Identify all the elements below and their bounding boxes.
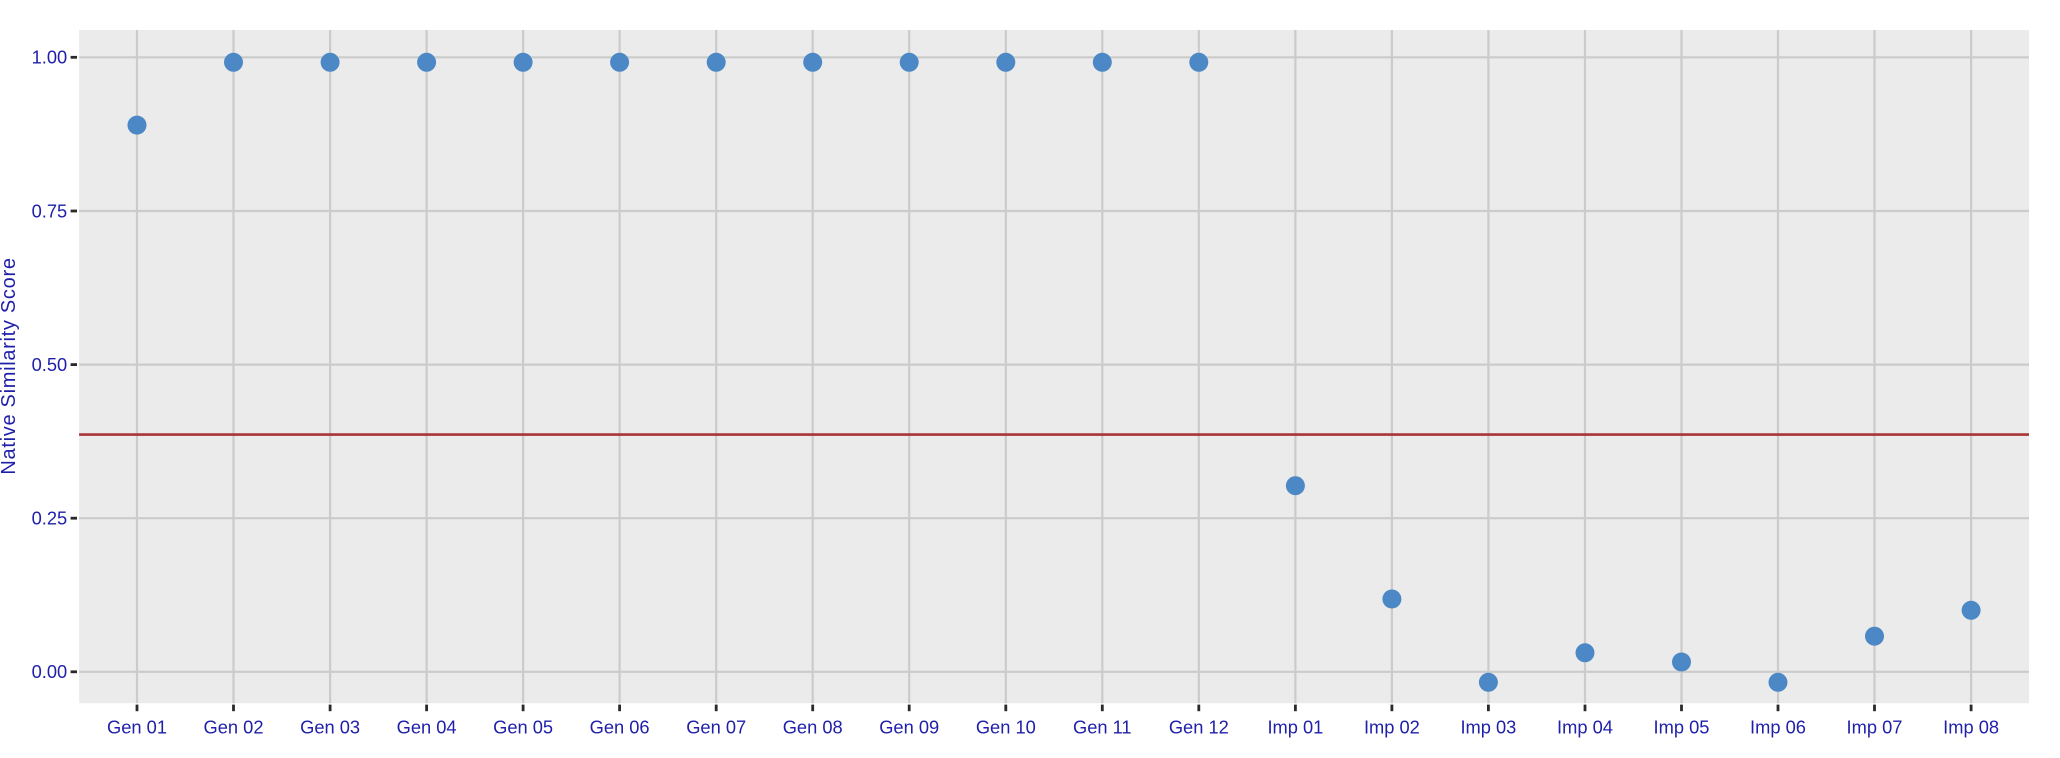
svg-text:0.75: 0.75 <box>32 200 68 221</box>
svg-text:Gen 11: Gen 11 <box>1073 717 1132 738</box>
svg-text:Imp 06: Imp 06 <box>1750 717 1806 738</box>
svg-text:Gen 03: Gen 03 <box>300 717 360 738</box>
svg-text:Imp 07: Imp 07 <box>1847 717 1903 738</box>
svg-text:Gen 10: Gen 10 <box>976 717 1036 738</box>
svg-text:Imp 03: Imp 03 <box>1460 717 1516 738</box>
svg-text:Gen 05: Gen 05 <box>493 717 553 738</box>
svg-text:0.00: 0.00 <box>32 661 68 682</box>
svg-text:Gen 07: Gen 07 <box>686 717 746 738</box>
svg-text:Imp 05: Imp 05 <box>1654 717 1710 738</box>
svg-text:Gen 06: Gen 06 <box>590 717 650 738</box>
svg-text:0.50: 0.50 <box>32 354 68 375</box>
svg-text:0.25: 0.25 <box>32 508 68 529</box>
svg-text:Imp 01: Imp 01 <box>1267 717 1323 738</box>
svg-text:Imp 04: Imp 04 <box>1557 717 1613 738</box>
svg-text:Gen 08: Gen 08 <box>783 717 843 738</box>
svg-text:Gen 09: Gen 09 <box>879 717 939 738</box>
svg-text:Imp 08: Imp 08 <box>1943 717 1999 738</box>
svg-text:Gen 01: Gen 01 <box>107 717 167 738</box>
svg-text:Gen 02: Gen 02 <box>204 717 264 738</box>
svg-text:Native Similarity Score: Native Similarity Score <box>0 257 20 474</box>
svg-text:1.00: 1.00 <box>32 47 68 68</box>
svg-text:Imp 02: Imp 02 <box>1364 717 1420 738</box>
svg-text:Gen 04: Gen 04 <box>397 717 457 738</box>
svg-text:Gen 12: Gen 12 <box>1169 717 1229 738</box>
